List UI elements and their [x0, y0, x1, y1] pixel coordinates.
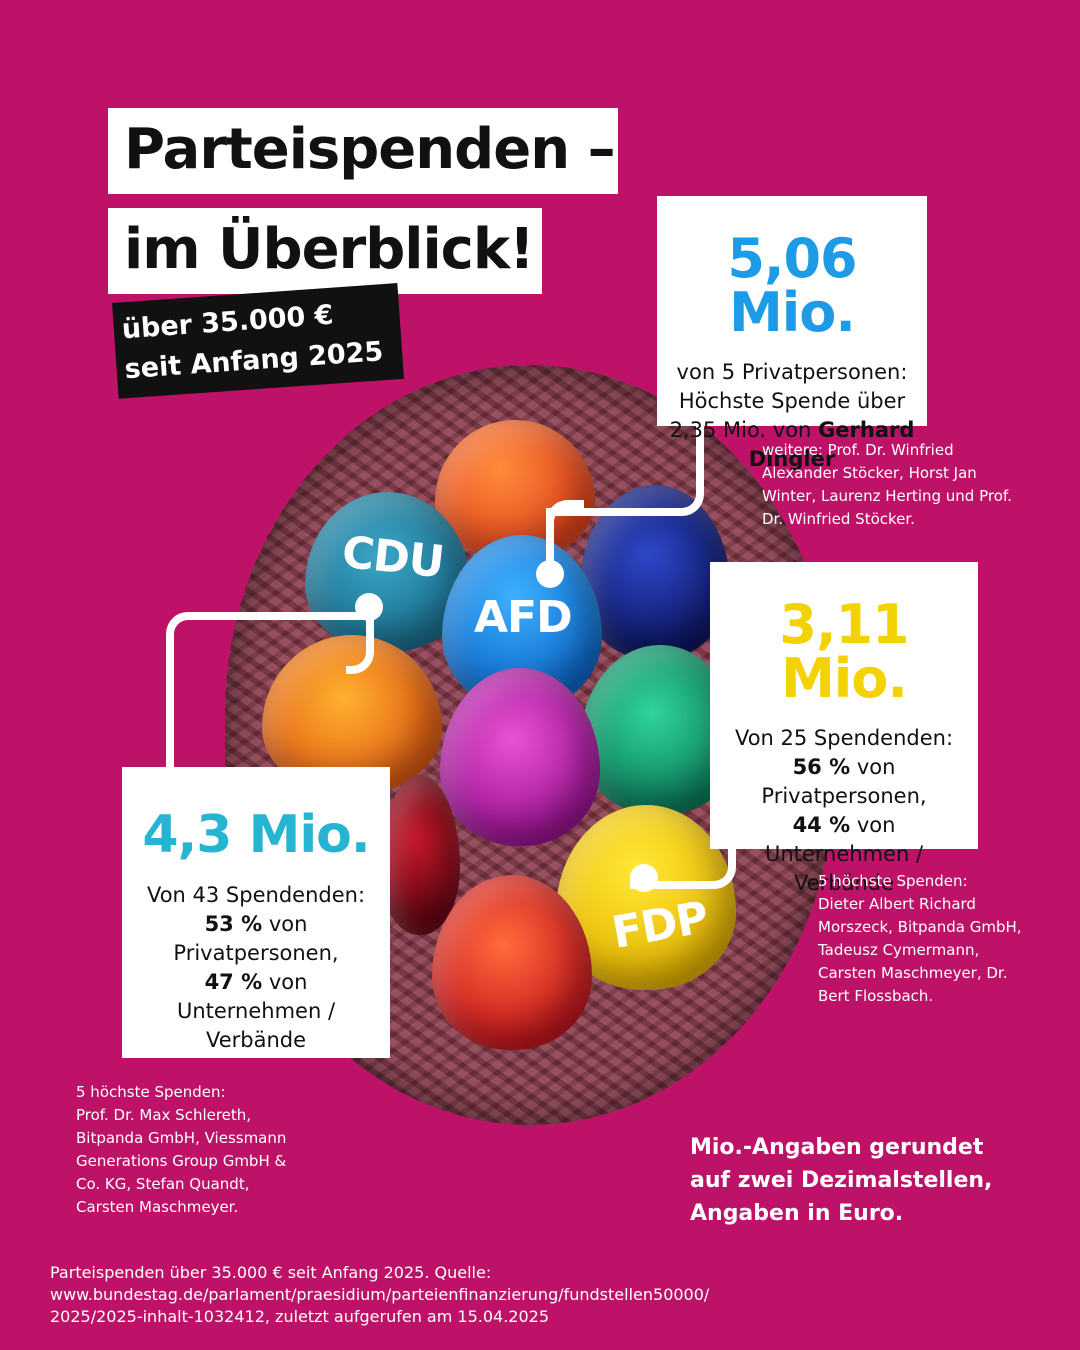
cdu-desc-line-1: Von 43 Spendenden: [146, 883, 366, 907]
afd-connector-dot [536, 560, 564, 588]
fdp-amount: 3,11 Mio. [779, 593, 909, 710]
cdu-desc-line-3: Privatpersonen, [173, 941, 339, 965]
source-line-3: 2025/2025-inhalt-1032412, zuletzt aufger… [50, 1307, 549, 1326]
rounding-note: Mio.-Angaben gerundet auf zwei Dezimalst… [690, 1131, 1050, 1230]
cdu-desc-line-2: von [268, 912, 308, 936]
afd-more-donors: weitere: Prof. Dr. Winfried Alexander St… [762, 441, 1012, 528]
egg-magenta [440, 668, 600, 846]
fdp-info-box: 3,11 Mio. Von 25 Spendenden: 56 % von Pr… [710, 562, 978, 895]
cdu-connector-dot [355, 593, 383, 621]
source-line-2: www.bundestag.de/parlament/praesidium/pa… [50, 1285, 710, 1304]
cdu-connector-up [346, 616, 374, 674]
afd-desc-line-1: von 5 Privatpersonen: [676, 360, 908, 384]
egg-red-bottom [432, 875, 592, 1050]
cdu-top5-donors: 5 höchste Spenden: Prof. Dr. Max Schlere… [76, 1083, 287, 1216]
afd-connector-bend [546, 421, 704, 516]
fdp-desc-line-1: Von 25 Spendenden: [734, 726, 954, 750]
afd-top-donor-2: Dingler [748, 447, 836, 471]
subtitle-tag: über 35.000 € seit Anfang 2025 [112, 283, 404, 399]
fdp-pct-private: 56 % [792, 755, 851, 779]
cdu-pct-private: 53 % [204, 912, 263, 936]
title-line-1: Parteispenden – [108, 108, 618, 194]
fdp-top5-donors: 5 höchste Spenden: Dieter Albert Richard… [818, 872, 1022, 1005]
cdu-desc-line-5: Unternehmen / [176, 999, 336, 1023]
cdu-description: Von 43 Spendenden: 53 % von Privatperson… [122, 881, 390, 1055]
fdp-pct-companies: 44 % [792, 813, 851, 837]
afd-top-donor: Gerhard [818, 418, 915, 442]
cdu-pct-companies: 47 % [204, 970, 263, 994]
cdu-desc-line-4: von [268, 970, 308, 994]
fdp-desc-line-2: von [856, 755, 896, 779]
fdp-description: Von 25 Spendenden: 56 % von Privatperson… [710, 724, 978, 898]
afd-connector-bend-left [546, 500, 584, 538]
fdp-desc-line-3: Privatpersonen, [761, 784, 927, 808]
cdu-desc-line-6: Verbände [205, 1028, 307, 1052]
rounding-note-line-2: auf zwei Dezimalstellen, [690, 1168, 993, 1193]
source-note: Parteispenden über 35.000 € seit Anfang … [50, 1262, 1030, 1328]
rounding-note-line-3: Angaben in Euro. [690, 1201, 904, 1226]
title-line-2: im Überblick! [108, 208, 542, 294]
afd-desc-line-3: 2,35 Mio. von [669, 418, 812, 442]
cdu-info-box: 4,3 Mio. Von 43 Spendenden: 53 % von Pri… [122, 767, 390, 1058]
afd-desc-line-2: Höchste Spende über [678, 389, 906, 413]
fdp-connector [630, 843, 736, 889]
afd-connector-vertical [546, 508, 554, 568]
fdp-connector-dot [630, 864, 658, 892]
afd-info-box: 5,06 Mio. von 5 Privatpersonen: Höchste … [657, 196, 927, 471]
cdu-connector [166, 612, 374, 780]
egg-darkred [380, 775, 460, 935]
afd-amount: 5,06 Mio. [727, 227, 857, 344]
fdp-desc-line-4: von [856, 813, 896, 837]
fdp-desc-line-5: Unternehmen / [764, 842, 924, 866]
egg-label-cdu: CDU [339, 526, 446, 589]
rounding-note-line-1: Mio.-Angaben gerundet [690, 1135, 984, 1160]
afd-description: von 5 Privatpersonen: Höchste Spende übe… [657, 358, 927, 474]
fdp-desc-line-6: Verbände [793, 871, 895, 895]
source-line-1: Parteispenden über 35.000 € seit Anfang … [50, 1263, 492, 1282]
cdu-amount: 4,3 Mio. [142, 805, 370, 865]
egg-label-afd: AFD [474, 592, 573, 643]
